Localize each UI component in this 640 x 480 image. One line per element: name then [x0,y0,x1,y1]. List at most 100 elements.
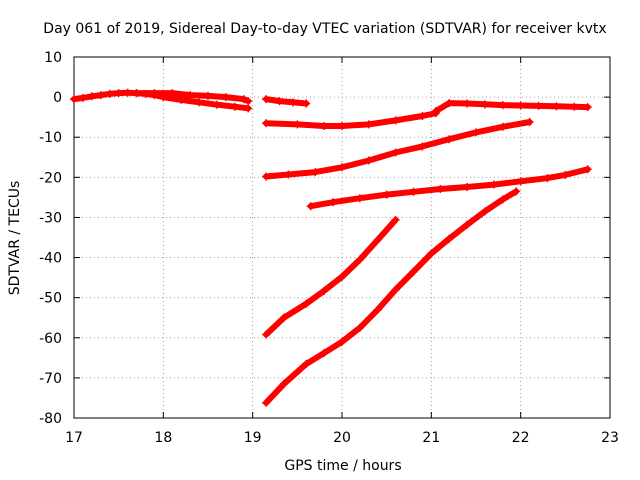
data-point [364,156,373,165]
data-point [70,95,78,104]
data-point [105,89,114,98]
data-point [391,215,400,224]
x-tick-label: 21 [422,430,440,446]
data-point [364,120,373,129]
grid [74,57,610,418]
data-point [288,98,297,107]
series-line [263,216,399,338]
y-tick-label: -50 [39,291,62,307]
chart-title: Day 061 of 2019, Sidereal Day-to-day VTE… [43,21,606,37]
y-axis-label: SDTVAR / TECUs [7,181,23,296]
data-point [244,97,253,106]
data-point [552,102,561,111]
data-point [355,323,364,332]
data-point [204,91,212,100]
data-point [96,91,105,100]
data-point [230,102,239,111]
y-tick-label: -10 [39,130,62,146]
x-tick-label: 18 [154,430,172,446]
data-point [177,95,186,104]
series-line [263,96,310,107]
data-point [302,359,311,368]
data-point [543,174,552,183]
series-arc-3 [262,95,311,108]
data-point [262,119,271,128]
data-point [302,299,311,308]
x-tick-label: 17 [65,430,83,446]
data-point [498,122,507,131]
data-point [463,182,472,191]
data-point [373,305,382,314]
data-series [70,88,592,407]
x-tick-label: 23 [601,430,619,446]
data-point [262,95,271,104]
data-point [355,194,364,203]
series-arc-9 [262,187,521,407]
series-line [263,110,439,129]
y-tick-label: -20 [39,170,62,186]
series-arc-8 [262,215,400,339]
data-point [525,117,534,126]
series-arc-7 [306,165,592,211]
series-arc-5 [431,99,592,116]
data-point [570,102,579,111]
data-point [516,101,525,110]
data-point [480,100,489,109]
data-point [436,184,445,193]
data-point [409,267,418,276]
data-point [279,379,288,388]
data-point [262,398,271,407]
data-point [221,93,230,102]
data-point [516,177,525,186]
data-point [355,255,364,264]
data-point [445,99,454,108]
data-point [275,97,284,106]
data-point [87,92,96,101]
data-point [534,101,543,110]
series-line [263,119,533,180]
data-point [583,103,592,112]
data-point [391,116,400,125]
data-point [306,202,315,211]
data-point [284,170,293,179]
data-point [418,111,427,120]
data-point [498,101,507,110]
y-tick-label: -70 [39,371,62,387]
data-point [561,170,570,179]
data-point [489,180,498,189]
x-axis-label: GPS time / hours [284,458,401,474]
data-point [311,168,320,177]
data-point [418,142,427,151]
series-arc-6 [262,117,534,181]
data-point [132,89,141,98]
series-arc-4 [262,109,440,130]
y-tick-label: 10 [44,50,62,66]
data-point [409,187,418,196]
data-point [463,220,472,229]
data-point [498,195,507,204]
data-point [431,107,440,116]
data-point [472,128,480,137]
data-point [123,88,132,97]
data-point [320,286,329,295]
data-point [338,121,346,130]
data-point [329,198,338,207]
data-point [195,98,204,107]
data-point [320,121,329,130]
data-point [186,91,195,100]
data-point [338,337,346,346]
data-point [262,172,271,181]
series-line [432,100,591,115]
x-tick-label: 22 [512,430,530,446]
data-point [338,163,346,172]
data-point [391,285,400,294]
data-point [262,330,271,339]
series-arc-2 [132,89,253,106]
data-point [114,89,123,98]
data-point [391,148,400,157]
data-point [445,234,454,243]
data-point [150,89,159,98]
axis-ticks: 17 18 19 20 21 22 23 10 0 -10 -20 -30 -40 -50 -60 -70 -8… [39,50,619,446]
x-tick-label: 19 [244,430,262,446]
data-point [382,190,391,199]
